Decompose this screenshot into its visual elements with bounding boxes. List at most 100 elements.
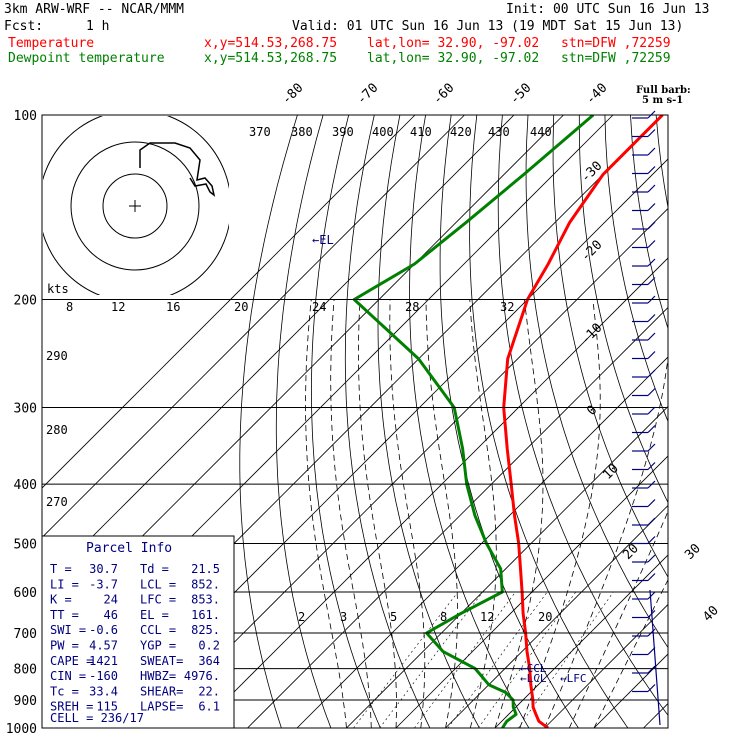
valid-time: Valid: 01 UTC Sun 16 Jun 13 (19 MDT Sat … <box>292 19 684 34</box>
parcel-info-title: Parcel Info <box>86 541 172 556</box>
dry-adiabat <box>439 115 579 728</box>
parcel-info-cell: 24 <box>104 593 118 607</box>
wind-barb <box>632 462 656 471</box>
isotherm-label-right: 30 <box>682 541 704 563</box>
parcel-info-cell: 853. <box>191 593 220 607</box>
moist-adiabat <box>389 299 426 728</box>
pressure-label: 800 <box>14 663 37 678</box>
moist-adiabat <box>469 299 497 728</box>
hodograph-ring-label: 16 <box>166 300 180 314</box>
parcel-info-cell: Tc = <box>50 684 79 698</box>
dry-adiabat <box>525 115 668 649</box>
theta-label: 380 <box>291 125 313 139</box>
parcel-info-cell: 22. <box>198 684 220 698</box>
moist-adiabat <box>305 299 347 728</box>
parcel-info-cell: 0.2 <box>198 639 220 653</box>
dewpoint-latlon: lat,lon= 32.90, -97.02 <box>367 51 540 66</box>
fcst-value: 1 h <box>86 19 110 34</box>
fcst-label: Fcst: <box>4 19 44 34</box>
parcel-info-cell: CIN = <box>50 669 86 683</box>
dry-adiabat <box>578 115 668 504</box>
mixing-ratio-label: 2 <box>298 610 305 624</box>
hodograph-ring-label: 28 <box>405 300 419 314</box>
isotherm-label-right: -30 <box>578 159 605 186</box>
theta-label: 430 <box>488 125 510 139</box>
parcel-info-cell: PW = <box>50 639 79 653</box>
moist-adiabat <box>330 299 372 728</box>
barb-header-line1: Full barb: <box>636 85 691 96</box>
hodograph-ring-label: 12 <box>111 300 125 314</box>
hodograph-ring-label: 8 <box>66 300 73 314</box>
wind-barb <box>632 517 656 526</box>
wind-barb <box>632 184 656 193</box>
wind-barb <box>632 499 656 508</box>
parcel-info-cell: YGP = <box>140 639 176 653</box>
parcel-info-cell: 825. <box>191 623 220 637</box>
hodograph <box>43 116 229 295</box>
isotherm-label-right: 40 <box>700 603 722 625</box>
temperature-legend: Temperature <box>8 36 95 51</box>
moist-adiabat <box>358 299 397 728</box>
mixing-ratio-label: 8 <box>440 610 447 624</box>
parcel-info-cell: 1421 <box>89 654 118 668</box>
wind-barb <box>632 554 656 563</box>
init-time: Init: 00 UTC Sun 16 Jun 13 <box>506 2 710 17</box>
parcel-info-cell: 364 <box>198 654 220 668</box>
wind-barbs <box>632 110 661 726</box>
isotherm <box>247 306 668 728</box>
isotherm-label-right: -20 <box>578 238 605 265</box>
wind-barb <box>632 425 656 434</box>
wind-barb <box>632 314 656 323</box>
dry-adiabat <box>655 115 668 210</box>
wind-barb <box>632 258 656 267</box>
parcel-info-cell: 161. <box>191 608 220 622</box>
mixing-ratio-line <box>518 591 614 728</box>
mixing-ratio-label: 12 <box>480 610 494 624</box>
dry-adiabat <box>344 115 431 728</box>
theta-label: 400 <box>372 125 394 139</box>
isotherm <box>42 115 416 489</box>
wind-barb <box>632 221 656 230</box>
hodograph-ring-label: 20 <box>234 300 248 314</box>
isotherm <box>395 455 668 728</box>
temperature-xy: x,y=514.53,268.75 <box>204 36 338 51</box>
dry-adiabat <box>469 115 629 728</box>
wind-barb <box>632 240 656 249</box>
mixing-ratio-line <box>379 591 484 728</box>
wind-barb <box>632 480 656 489</box>
parcel-info-cell: Td = <box>140 562 169 576</box>
dry-adiabat <box>552 115 668 578</box>
parcel-info-cell: -0.6 <box>89 623 118 637</box>
isotherm-label-top: -50 <box>507 81 534 108</box>
isotherm <box>197 257 668 728</box>
parcel-info-cell: 30.7 <box>89 562 118 576</box>
parcel-info-cell: 852. <box>191 577 220 591</box>
theta-label: 440 <box>530 125 552 139</box>
moist-adiabat <box>425 299 458 728</box>
parcel-info-cell: HWBZ= <box>140 669 176 683</box>
isotherm-label-top: -70 <box>354 81 381 108</box>
wind-barb <box>632 166 656 175</box>
parcel-info-cell: CCL = <box>140 623 176 637</box>
isotherm <box>42 115 515 588</box>
wind-barb <box>632 684 656 693</box>
parcel-info-cell: -3.7 <box>89 577 118 591</box>
theta-label-left: 270 <box>46 495 68 509</box>
wind-barb <box>632 628 656 637</box>
parcel-info-cell: LAPSE= <box>140 700 183 714</box>
hodograph-units: kts <box>47 282 69 296</box>
el-marker: ←EL <box>312 233 334 247</box>
parcel-info-frame <box>41 535 235 729</box>
wind-barb <box>632 647 656 656</box>
wind-barb <box>632 351 656 360</box>
dry-adiabat <box>311 115 381 728</box>
isotherm <box>42 115 465 539</box>
lcl-marker: ←LCL <box>520 672 547 685</box>
wind-barb <box>632 665 656 674</box>
parcel-info-cell: 6.1 <box>198 700 220 714</box>
theta-label-left: 290 <box>46 349 68 363</box>
isotherm <box>494 554 668 728</box>
theta-label: 370 <box>249 125 271 139</box>
dry-adiabat <box>733 115 740 728</box>
